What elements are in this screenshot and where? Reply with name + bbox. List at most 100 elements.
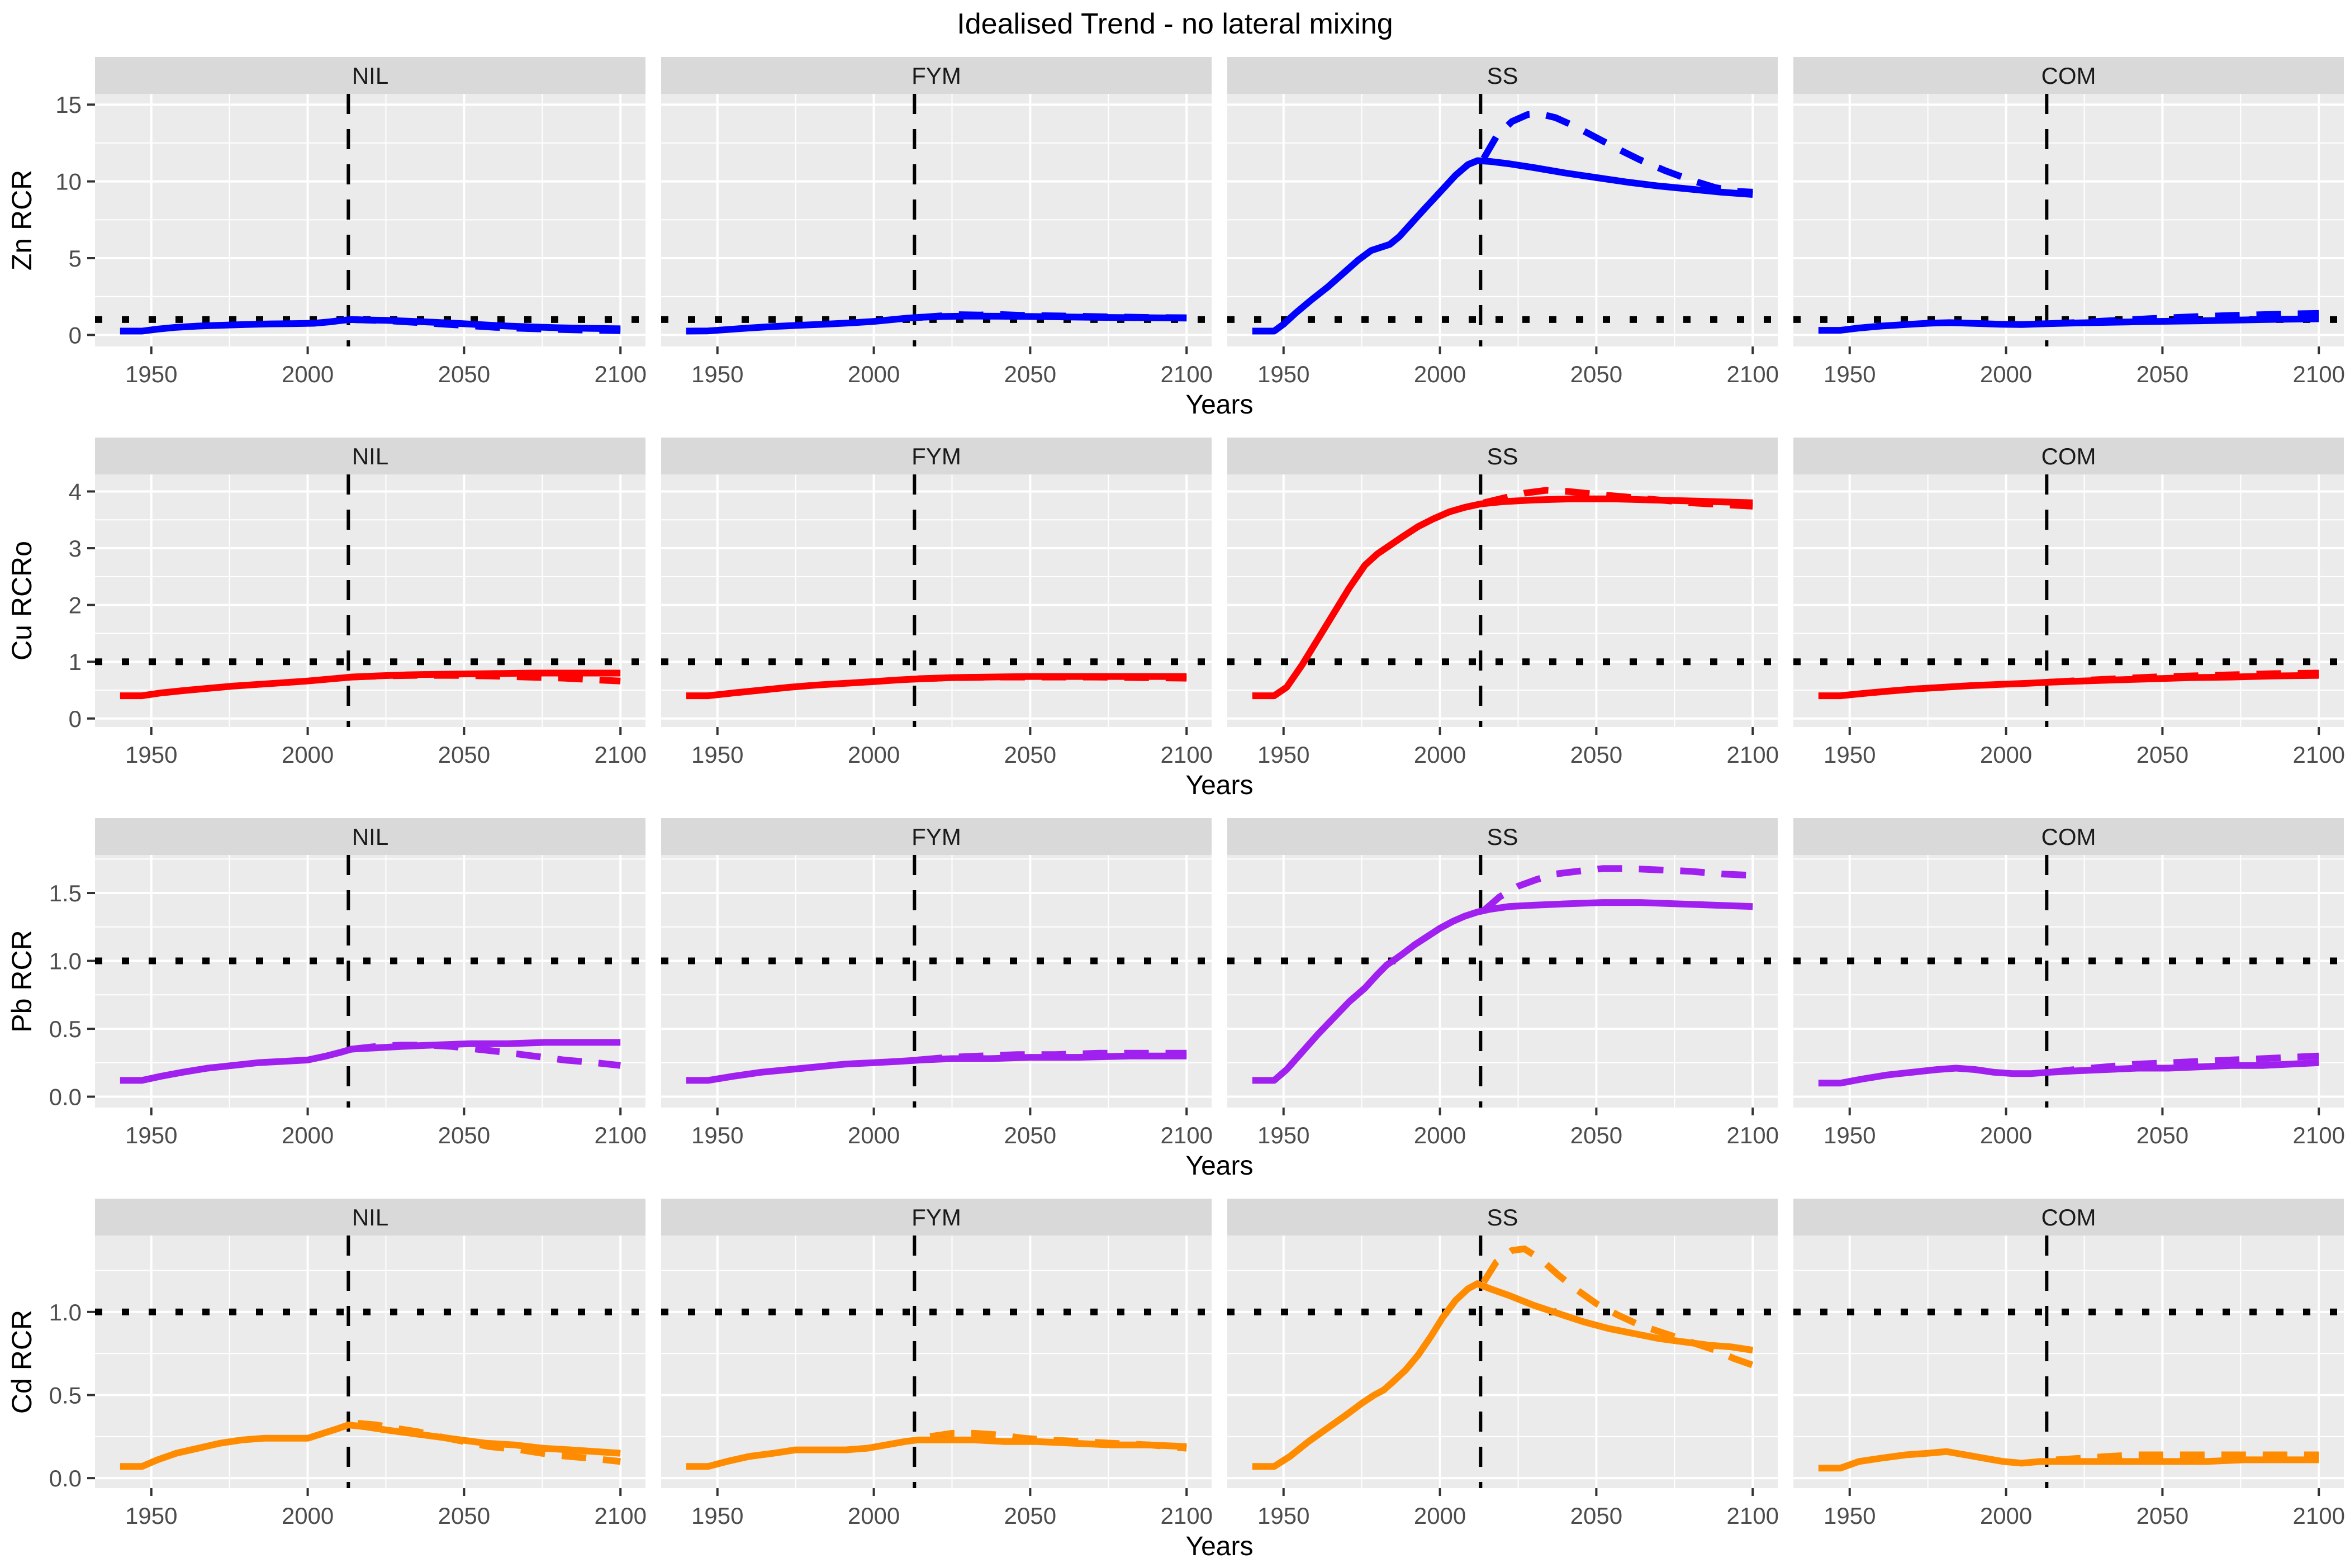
svg-text:1950: 1950 [691, 361, 743, 387]
svg-text:2050: 2050 [2137, 1122, 2188, 1148]
svg-text:Years: Years [1186, 390, 1254, 420]
svg-text:1950: 1950 [1824, 361, 1876, 387]
svg-text:1950: 1950 [1257, 361, 1309, 387]
svg-text:COM: COM [2042, 1204, 2096, 1230]
svg-text:SS: SS [1487, 1204, 1518, 1230]
svg-text:2050: 2050 [2137, 742, 2188, 768]
facet-row-pb-canvas: NIL 1950 2000 2050 2100 FYM 1950 2000 2050 2100 SS… [6, 818, 2345, 1181]
svg-text:1950: 1950 [1257, 742, 1309, 768]
facet-row-zn-canvas: NIL 1950 2000 2050 2100 FYM 1950 2000 2050 2100 SS… [6, 57, 2345, 420]
svg-text:2050: 2050 [438, 1503, 490, 1529]
svg-text:Cd RCR: Cd RCR [6, 1310, 37, 1414]
svg-text:FYM: FYM [911, 443, 961, 469]
svg-text:2000: 2000 [848, 1122, 900, 1148]
chart-title: Idealised Trend - no lateral mixing [957, 8, 1393, 40]
svg-text:0.0: 0.0 [49, 1084, 82, 1110]
svg-text:2: 2 [69, 592, 82, 619]
svg-text:2000: 2000 [1414, 361, 1466, 387]
svg-text:NIL: NIL [352, 63, 388, 89]
svg-text:2000: 2000 [848, 742, 900, 768]
svg-text:0.5: 0.5 [49, 1382, 82, 1408]
svg-text:0.0: 0.0 [49, 1465, 82, 1491]
svg-text:5: 5 [69, 245, 82, 272]
svg-text:10: 10 [55, 169, 82, 195]
svg-text:FYM: FYM [911, 1204, 961, 1230]
svg-text:2100: 2100 [1161, 361, 1213, 387]
svg-text:1950: 1950 [691, 1503, 743, 1529]
svg-text:2000: 2000 [1414, 742, 1466, 768]
facet-row-cu-canvas: NIL 1950 2000 2050 2100 FYM 1950 2000 2050 2100 SS… [6, 438, 2345, 800]
svg-text:1950: 1950 [1257, 1503, 1309, 1529]
facet-row-cd-canvas: NIL 1950 2000 2050 2100 FYM 1950 2000 2050 2100 SS… [6, 1199, 2345, 1561]
svg-text:Zn RCR: Zn RCR [6, 170, 37, 271]
svg-text:1950: 1950 [125, 1503, 177, 1529]
svg-text:2100: 2100 [2293, 742, 2345, 768]
svg-text:2100: 2100 [2293, 1503, 2345, 1529]
svg-text:2050: 2050 [1570, 742, 1622, 768]
svg-text:1950: 1950 [1824, 742, 1876, 768]
svg-text:2050: 2050 [438, 742, 490, 768]
svg-text:2050: 2050 [1570, 1122, 1622, 1148]
svg-text:2100: 2100 [2293, 1122, 2345, 1148]
facet-row-zn: NIL 1950 2000 2050 2100 FYM 1950 2000 2050 2100 SS… [0, 45, 2350, 425]
svg-text:2050: 2050 [2137, 1503, 2188, 1529]
svg-text:NIL: NIL [352, 443, 388, 469]
svg-text:2000: 2000 [1980, 1503, 2032, 1529]
svg-text:2000: 2000 [1980, 742, 2032, 768]
svg-text:2050: 2050 [438, 361, 490, 387]
svg-text:1: 1 [69, 649, 82, 675]
svg-text:1.0: 1.0 [49, 948, 82, 975]
svg-text:2000: 2000 [1980, 361, 2032, 387]
svg-text:1950: 1950 [1257, 1122, 1309, 1148]
svg-text:2000: 2000 [282, 1503, 334, 1529]
svg-text:2050: 2050 [1004, 1122, 1056, 1148]
svg-text:SS: SS [1487, 824, 1518, 850]
svg-text:1950: 1950 [125, 742, 177, 768]
svg-text:0.5: 0.5 [49, 1016, 82, 1042]
svg-text:SS: SS [1487, 443, 1518, 469]
svg-text:2100: 2100 [1727, 1122, 1779, 1148]
svg-text:Cu RCRo: Cu RCRo [6, 541, 37, 661]
svg-text:1950: 1950 [1824, 1122, 1876, 1148]
svg-text:NIL: NIL [352, 1204, 388, 1230]
svg-text:2050: 2050 [1004, 361, 1056, 387]
facet-row-cd: NIL 1950 2000 2050 2100 FYM 1950 2000 2050 2100 SS… [0, 1186, 2350, 1567]
svg-text:FYM: FYM [911, 824, 961, 850]
svg-text:0: 0 [69, 322, 82, 348]
svg-text:2100: 2100 [1727, 361, 1779, 387]
svg-text:COM: COM [2042, 63, 2096, 89]
svg-text:3: 3 [69, 535, 82, 562]
svg-text:Pb RCR: Pb RCR [6, 930, 37, 1032]
svg-text:2050: 2050 [1004, 1503, 1056, 1529]
svg-text:2000: 2000 [1414, 1503, 1466, 1529]
svg-text:2050: 2050 [1570, 1503, 1622, 1529]
svg-text:2100: 2100 [1161, 742, 1213, 768]
svg-text:2100: 2100 [1161, 1122, 1213, 1148]
svg-text:NIL: NIL [352, 824, 388, 850]
svg-text:1950: 1950 [691, 1122, 743, 1148]
svg-text:15: 15 [55, 92, 82, 118]
svg-text:COM: COM [2042, 443, 2096, 469]
svg-text:FYM: FYM [911, 63, 961, 89]
svg-text:Years: Years [1186, 1532, 1254, 1561]
svg-text:2100: 2100 [1727, 1503, 1779, 1529]
svg-text:2100: 2100 [1727, 742, 1779, 768]
svg-text:2000: 2000 [848, 1503, 900, 1529]
svg-text:2000: 2000 [282, 361, 334, 387]
svg-text:2050: 2050 [2137, 361, 2188, 387]
svg-text:1950: 1950 [691, 742, 743, 768]
svg-text:2000: 2000 [1980, 1122, 2032, 1148]
svg-text:2050: 2050 [1570, 361, 1622, 387]
svg-text:0: 0 [69, 706, 82, 732]
svg-text:2100: 2100 [1161, 1503, 1213, 1529]
svg-text:Years: Years [1186, 771, 1254, 800]
svg-text:SS: SS [1487, 63, 1518, 89]
svg-text:2100: 2100 [2293, 361, 2345, 387]
svg-text:Years: Years [1186, 1151, 1254, 1181]
svg-text:1950: 1950 [1824, 1503, 1876, 1529]
svg-text:2000: 2000 [282, 742, 334, 768]
facet-row-pb: NIL 1950 2000 2050 2100 FYM 1950 2000 2050 2100 SS… [0, 806, 2350, 1186]
svg-text:1950: 1950 [125, 361, 177, 387]
svg-text:COM: COM [2042, 824, 2096, 850]
